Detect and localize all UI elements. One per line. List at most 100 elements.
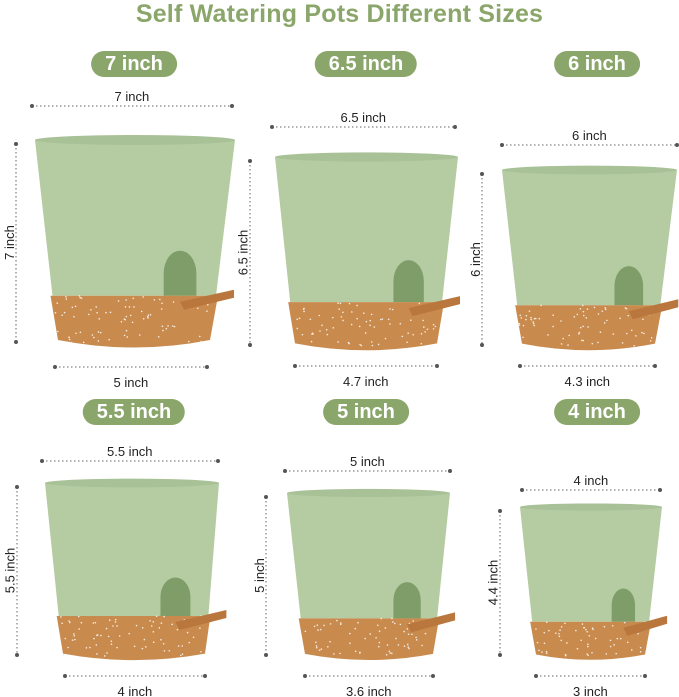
height-line-end: [480, 172, 484, 176]
speckle: [79, 296, 81, 299]
top-width-line-end: [283, 469, 287, 473]
speckle: [575, 629, 577, 632]
pot-body: [287, 493, 450, 619]
speckle: [192, 636, 195, 639]
speckle: [604, 307, 606, 309]
speckle: [90, 308, 92, 311]
speckle: [525, 318, 527, 321]
speckle: [627, 314, 630, 317]
speckle: [155, 615, 158, 618]
speckle: [321, 324, 323, 327]
speckle: [591, 627, 594, 629]
speckle: [567, 344, 569, 346]
speckle: [146, 315, 149, 318]
speckle: [99, 331, 102, 334]
speckle: [78, 628, 80, 630]
speckle: [391, 308, 394, 311]
speckle: [74, 305, 77, 308]
speckle: [364, 332, 367, 334]
speckle: [71, 639, 74, 641]
speckle: [377, 624, 379, 627]
top-width-line-end: [500, 143, 504, 147]
speckle: [80, 297, 83, 299]
pot-rim: [275, 152, 458, 162]
speckle: [624, 307, 627, 309]
speckle: [357, 621, 359, 624]
height-label: 5.5 inch: [2, 547, 18, 594]
speckle: [340, 316, 343, 318]
speckle: [585, 317, 588, 319]
speckle: [351, 311, 353, 313]
speckle: [93, 637, 95, 640]
speckle: [116, 625, 118, 627]
speckle: [545, 650, 548, 653]
speckle: [303, 307, 305, 310]
speckle: [188, 641, 191, 644]
height-line-end: [248, 343, 252, 347]
speckle: [82, 341, 85, 344]
speckle: [197, 307, 199, 310]
pot-body: [35, 140, 235, 296]
top-width-line-end: [520, 488, 524, 492]
speckle: [296, 318, 298, 321]
speckle: [545, 621, 548, 624]
speckle: [68, 338, 71, 341]
speckle: [161, 325, 164, 328]
speckle: [110, 643, 113, 645]
speckle: [163, 615, 165, 618]
size-badge: 4 inch: [554, 399, 640, 425]
speckle: [107, 635, 110, 638]
speckle: [643, 332, 645, 335]
top-width-line-end: [30, 104, 34, 108]
speckle: [406, 628, 409, 630]
height-line-end: [264, 495, 268, 499]
speckle: [538, 317, 541, 320]
speckle: [418, 302, 421, 305]
speckle: [593, 306, 596, 309]
speckle: [315, 641, 317, 644]
speckle: [434, 325, 437, 328]
water-fill-tab: [407, 612, 456, 633]
speckle: [162, 329, 164, 332]
speckle: [375, 636, 377, 639]
speckle: [625, 332, 628, 335]
speckle: [73, 634, 76, 637]
speckle: [157, 336, 160, 338]
speckle: [406, 341, 408, 344]
speckle: [379, 318, 382, 321]
speckle: [73, 633, 75, 635]
speckle: [533, 317, 536, 320]
speckle: [623, 621, 626, 624]
pot-rim: [520, 503, 662, 511]
speckle: [152, 621, 155, 623]
speckle: [332, 327, 335, 329]
bottom-width-line-end: [534, 674, 538, 678]
speckle: [296, 327, 299, 330]
bottom-width-label: 4.7 inch: [343, 373, 389, 389]
speckle: [601, 310, 604, 312]
speckle: [410, 319, 412, 322]
speckle: [180, 654, 182, 657]
top-width-line-end: [230, 104, 234, 108]
bottom-width-line-end: [63, 674, 67, 678]
speckle: [60, 616, 62, 618]
speckle: [317, 629, 319, 631]
speckle: [579, 326, 582, 329]
speckle: [582, 314, 585, 317]
speckle: [131, 321, 134, 324]
speckle: [128, 632, 131, 635]
speckle: [387, 318, 390, 321]
saucer: [56, 616, 211, 661]
speckle: [392, 621, 394, 623]
speckle: [587, 326, 589, 328]
size-badge: 7 inch: [91, 51, 177, 77]
top-width-label: 7 inch: [114, 88, 150, 104]
speckle: [626, 641, 629, 644]
speckle: [536, 641, 539, 644]
height-line-end: [15, 653, 19, 657]
height-line-end: [480, 343, 484, 347]
speckle: [68, 336, 70, 339]
speckle: [96, 634, 98, 637]
speckle: [315, 646, 318, 649]
